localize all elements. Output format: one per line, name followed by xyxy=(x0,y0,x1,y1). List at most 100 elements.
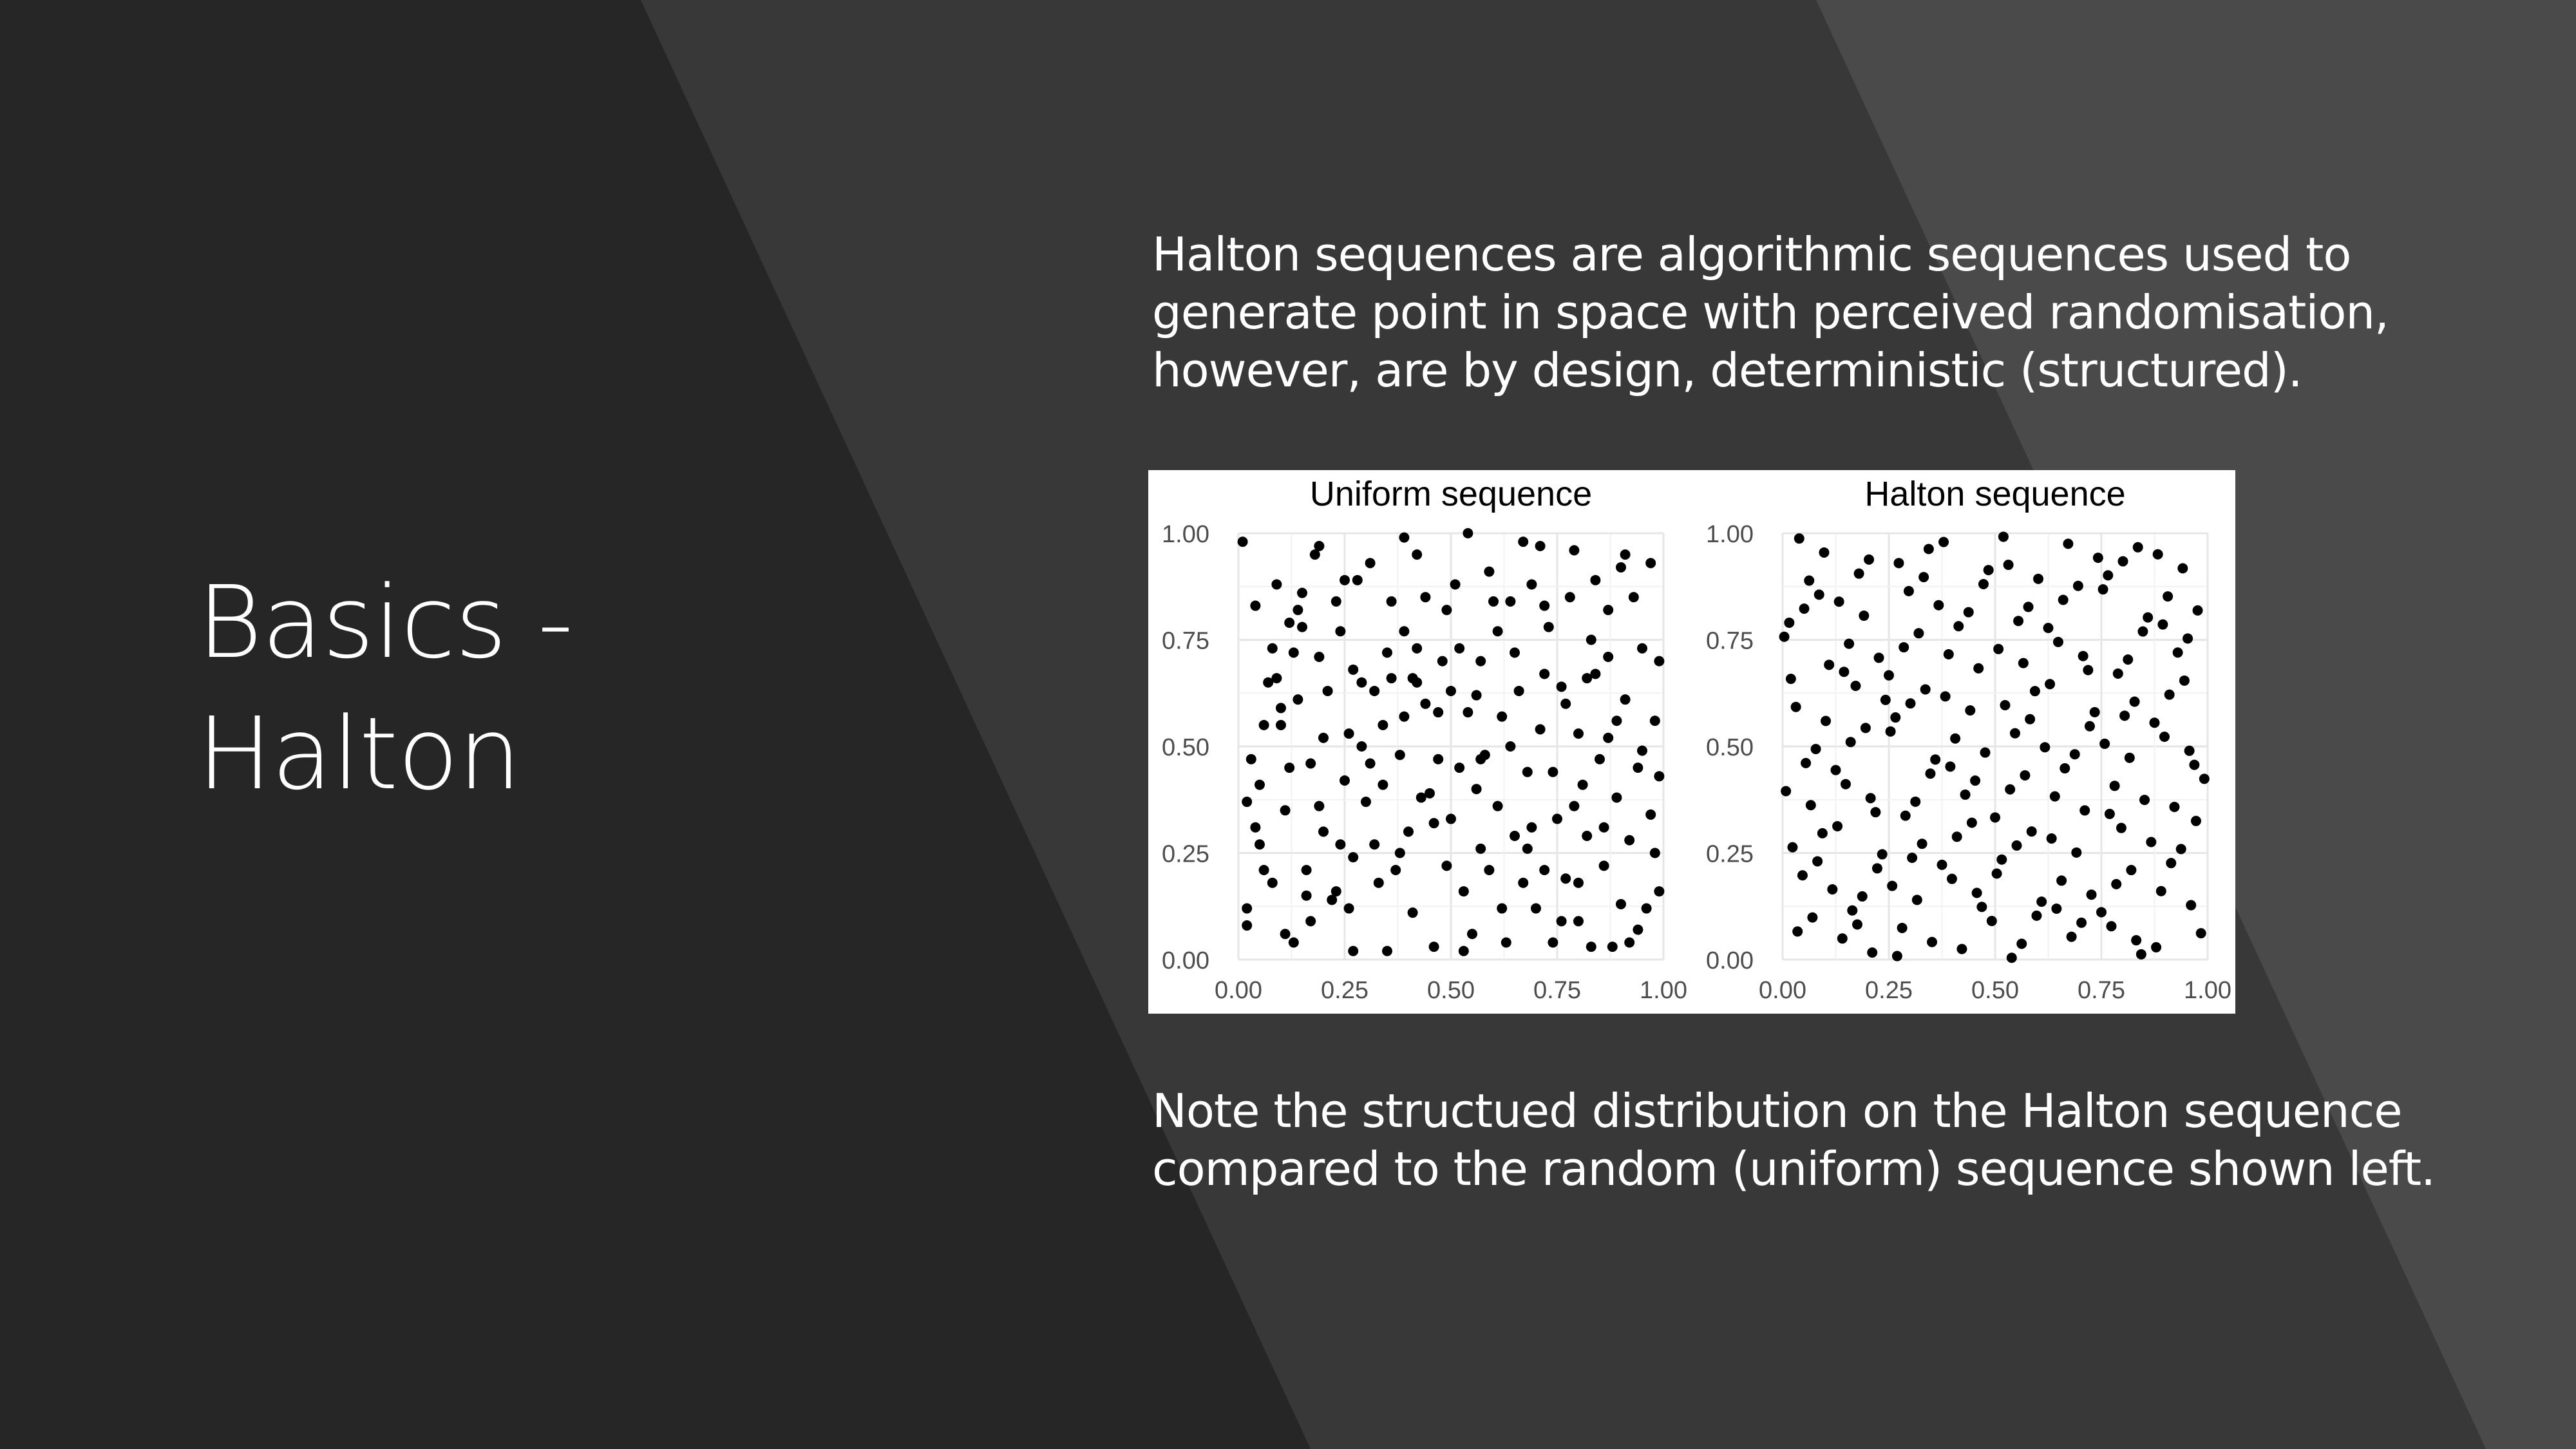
data-point xyxy=(1441,860,1452,871)
data-point xyxy=(2192,605,2203,616)
data-point xyxy=(1467,929,1477,940)
data-point xyxy=(1322,685,1333,696)
data-point xyxy=(1897,922,1908,933)
data-point xyxy=(1327,895,1338,905)
data-point xyxy=(1582,673,1593,684)
scatter-panel: Halton sequence 0.00 0.25 0.50 0.75 1.00 0.00 0… xyxy=(1706,475,2231,1004)
data-point xyxy=(1242,903,1253,914)
data-point xyxy=(1369,685,1380,696)
data-point xyxy=(1870,807,1881,818)
data-point xyxy=(2006,952,2017,963)
y-tick-label: 0.75 xyxy=(1706,628,1754,655)
data-point xyxy=(1937,859,1947,870)
data-point xyxy=(1497,903,1508,914)
x-tick-label: 0.25 xyxy=(1865,977,1913,1004)
data-point xyxy=(1864,554,1875,565)
data-point xyxy=(1794,533,1804,544)
data-point xyxy=(1433,707,1444,718)
data-point xyxy=(1513,685,1524,696)
data-point xyxy=(2098,584,2108,595)
data-point xyxy=(1301,890,1312,901)
data-point xyxy=(2089,706,2100,717)
data-point xyxy=(1488,596,1499,607)
data-point xyxy=(1510,831,1520,842)
data-point xyxy=(1348,664,1359,675)
data-point xyxy=(1586,634,1596,645)
data-point xyxy=(1971,887,1982,898)
data-point xyxy=(1255,779,1265,790)
data-point xyxy=(2139,795,2150,806)
data-point xyxy=(1492,800,1503,811)
data-point xyxy=(1945,761,1956,772)
data-point xyxy=(1877,849,1888,860)
data-point xyxy=(1938,536,1949,547)
data-point xyxy=(1356,677,1367,688)
data-point xyxy=(2190,815,2201,826)
data-point xyxy=(2023,601,2034,612)
data-point xyxy=(2033,573,2044,584)
data-point xyxy=(1382,945,1392,956)
data-point xyxy=(1827,884,1838,895)
data-point xyxy=(1805,800,1816,811)
data-point xyxy=(2164,689,2175,700)
data-point xyxy=(1340,574,1350,585)
data-point xyxy=(1373,877,1384,888)
data-point xyxy=(1598,860,1609,871)
data-point xyxy=(1633,924,1643,935)
data-point xyxy=(1645,809,1656,820)
data-point xyxy=(1378,719,1388,730)
data-point xyxy=(1560,698,1571,709)
data-point xyxy=(1522,766,1533,777)
data-point xyxy=(1925,768,1936,779)
data-point xyxy=(1518,877,1529,888)
data-point xyxy=(1288,647,1299,658)
data-point xyxy=(2049,791,2060,802)
data-point xyxy=(1560,873,1571,884)
data-point xyxy=(2166,858,2177,869)
x-tick-label: 0.75 xyxy=(2078,977,2125,1004)
data-point xyxy=(1348,852,1359,863)
data-point xyxy=(1779,631,1790,642)
data-point xyxy=(1792,926,1803,937)
data-point xyxy=(2083,665,2094,676)
data-point xyxy=(1428,818,1439,829)
data-point xyxy=(2045,679,2056,690)
data-point xyxy=(1603,651,1614,662)
data-point xyxy=(2189,759,2200,770)
data-point xyxy=(1624,835,1635,846)
data-point xyxy=(2056,875,2067,886)
data-point xyxy=(1963,607,1974,618)
data-point xyxy=(1819,547,1830,558)
data-point xyxy=(2146,837,2157,848)
data-point xyxy=(2131,935,2142,946)
data-point xyxy=(1425,788,1435,799)
data-point xyxy=(1271,579,1282,590)
data-point xyxy=(1399,711,1410,722)
data-point xyxy=(2199,773,2210,784)
data-point xyxy=(1933,600,1944,611)
data-point xyxy=(1983,565,1994,576)
data-point xyxy=(1297,587,1307,598)
data-point xyxy=(2116,822,2126,833)
data-point xyxy=(1535,540,1546,551)
data-point xyxy=(1812,856,1823,867)
data-point xyxy=(2096,907,2107,918)
chart-title: Uniform sequence xyxy=(1310,475,1592,513)
data-point xyxy=(1905,698,1916,709)
data-point xyxy=(1556,681,1567,692)
data-point xyxy=(1263,677,1274,688)
data-point xyxy=(2152,549,2163,560)
data-point xyxy=(2086,889,2097,900)
data-point xyxy=(1956,943,1967,954)
data-point xyxy=(1847,905,1858,916)
data-point xyxy=(1637,643,1647,654)
data-point xyxy=(1335,626,1346,637)
data-point xyxy=(1918,572,1929,583)
data-point xyxy=(2072,580,2083,591)
data-point xyxy=(1250,822,1261,833)
data-point xyxy=(1412,549,1423,560)
data-point xyxy=(2071,847,2082,858)
data-point xyxy=(2151,942,2162,952)
data-point xyxy=(2157,619,2168,630)
data-point xyxy=(1471,784,1482,795)
